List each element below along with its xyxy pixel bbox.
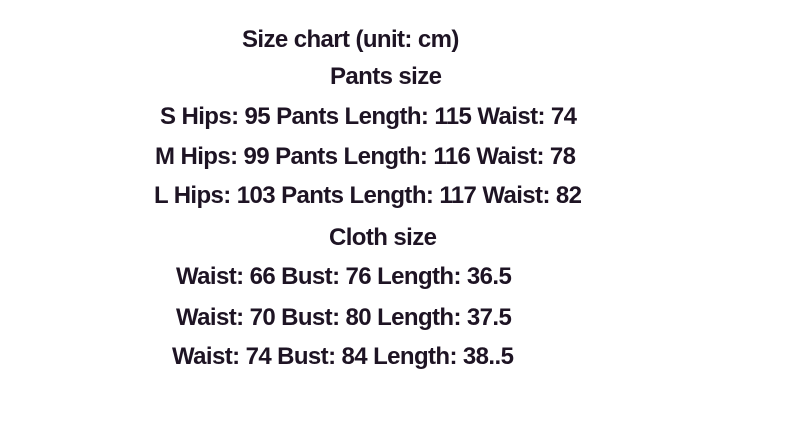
size-chart-title: Size chart (unit: cm) bbox=[242, 26, 459, 53]
pants-row-s: S Hips: 95 Pants Length: 115 Waist: 74 bbox=[160, 103, 577, 130]
cloth-size-heading: Cloth size bbox=[329, 224, 437, 251]
pants-size-heading: Pants size bbox=[330, 63, 442, 90]
pants-row-l: L Hips: 103 Pants Length: 117 Waist: 82 bbox=[154, 182, 582, 209]
cloth-row-2: Waist: 70 Bust: 80 Length: 37.5 bbox=[176, 304, 512, 331]
pants-row-m: M Hips: 99 Pants Length: 116 Waist: 78 bbox=[155, 143, 576, 170]
cloth-row-3: Waist: 74 Bust: 84 Length: 38..5 bbox=[172, 343, 514, 370]
cloth-row-1: Waist: 66 Bust: 76 Length: 36.5 bbox=[176, 263, 512, 290]
